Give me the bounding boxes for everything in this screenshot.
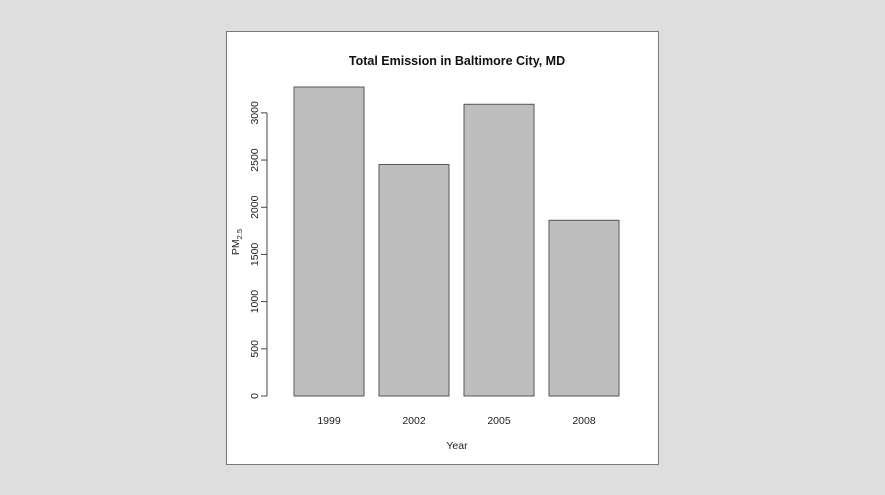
- x-tick-label-2005: 2005: [487, 415, 511, 427]
- chart-panel: Total Emission in Baltimore City, MD 0 50…: [226, 31, 659, 465]
- x-tick-label-2002: 2002: [402, 415, 426, 427]
- bars-group: [293, 86, 620, 397]
- y-tick-label-500: 500: [249, 340, 261, 358]
- y-tick-label-3000: 3000: [249, 101, 261, 125]
- x-tick-labels: 1999 2002 2005 2008: [317, 415, 596, 427]
- y-axis-title-base: PM: [230, 239, 242, 255]
- bar-2002: [378, 163, 450, 397]
- bar-chart: Total Emission in Baltimore City, MD 0 50…: [230, 54, 620, 452]
- bar-2008: [548, 219, 620, 397]
- y-tick-label-2500: 2500: [249, 148, 261, 172]
- y-axis: 0 500 1000 1500 2000 2500 3000: [249, 101, 268, 399]
- y-tick-label-1500: 1500: [249, 243, 261, 267]
- chart-title: Total Emission in Baltimore City, MD: [349, 54, 565, 68]
- x-tick-label-1999: 1999: [317, 415, 341, 427]
- bar-1999: [293, 86, 365, 397]
- y-tick-label-2000: 2000: [249, 195, 261, 219]
- y-tick-label-0: 0: [249, 393, 261, 399]
- x-tick-label-2008: 2008: [572, 415, 596, 427]
- y-tick-label-1000: 1000: [249, 290, 261, 314]
- bar-2005: [463, 103, 535, 397]
- y-axis-title: PM2.5: [230, 229, 244, 255]
- y-axis-title-subscript: 2.5: [235, 229, 244, 239]
- x-axis-title: Year: [446, 440, 468, 452]
